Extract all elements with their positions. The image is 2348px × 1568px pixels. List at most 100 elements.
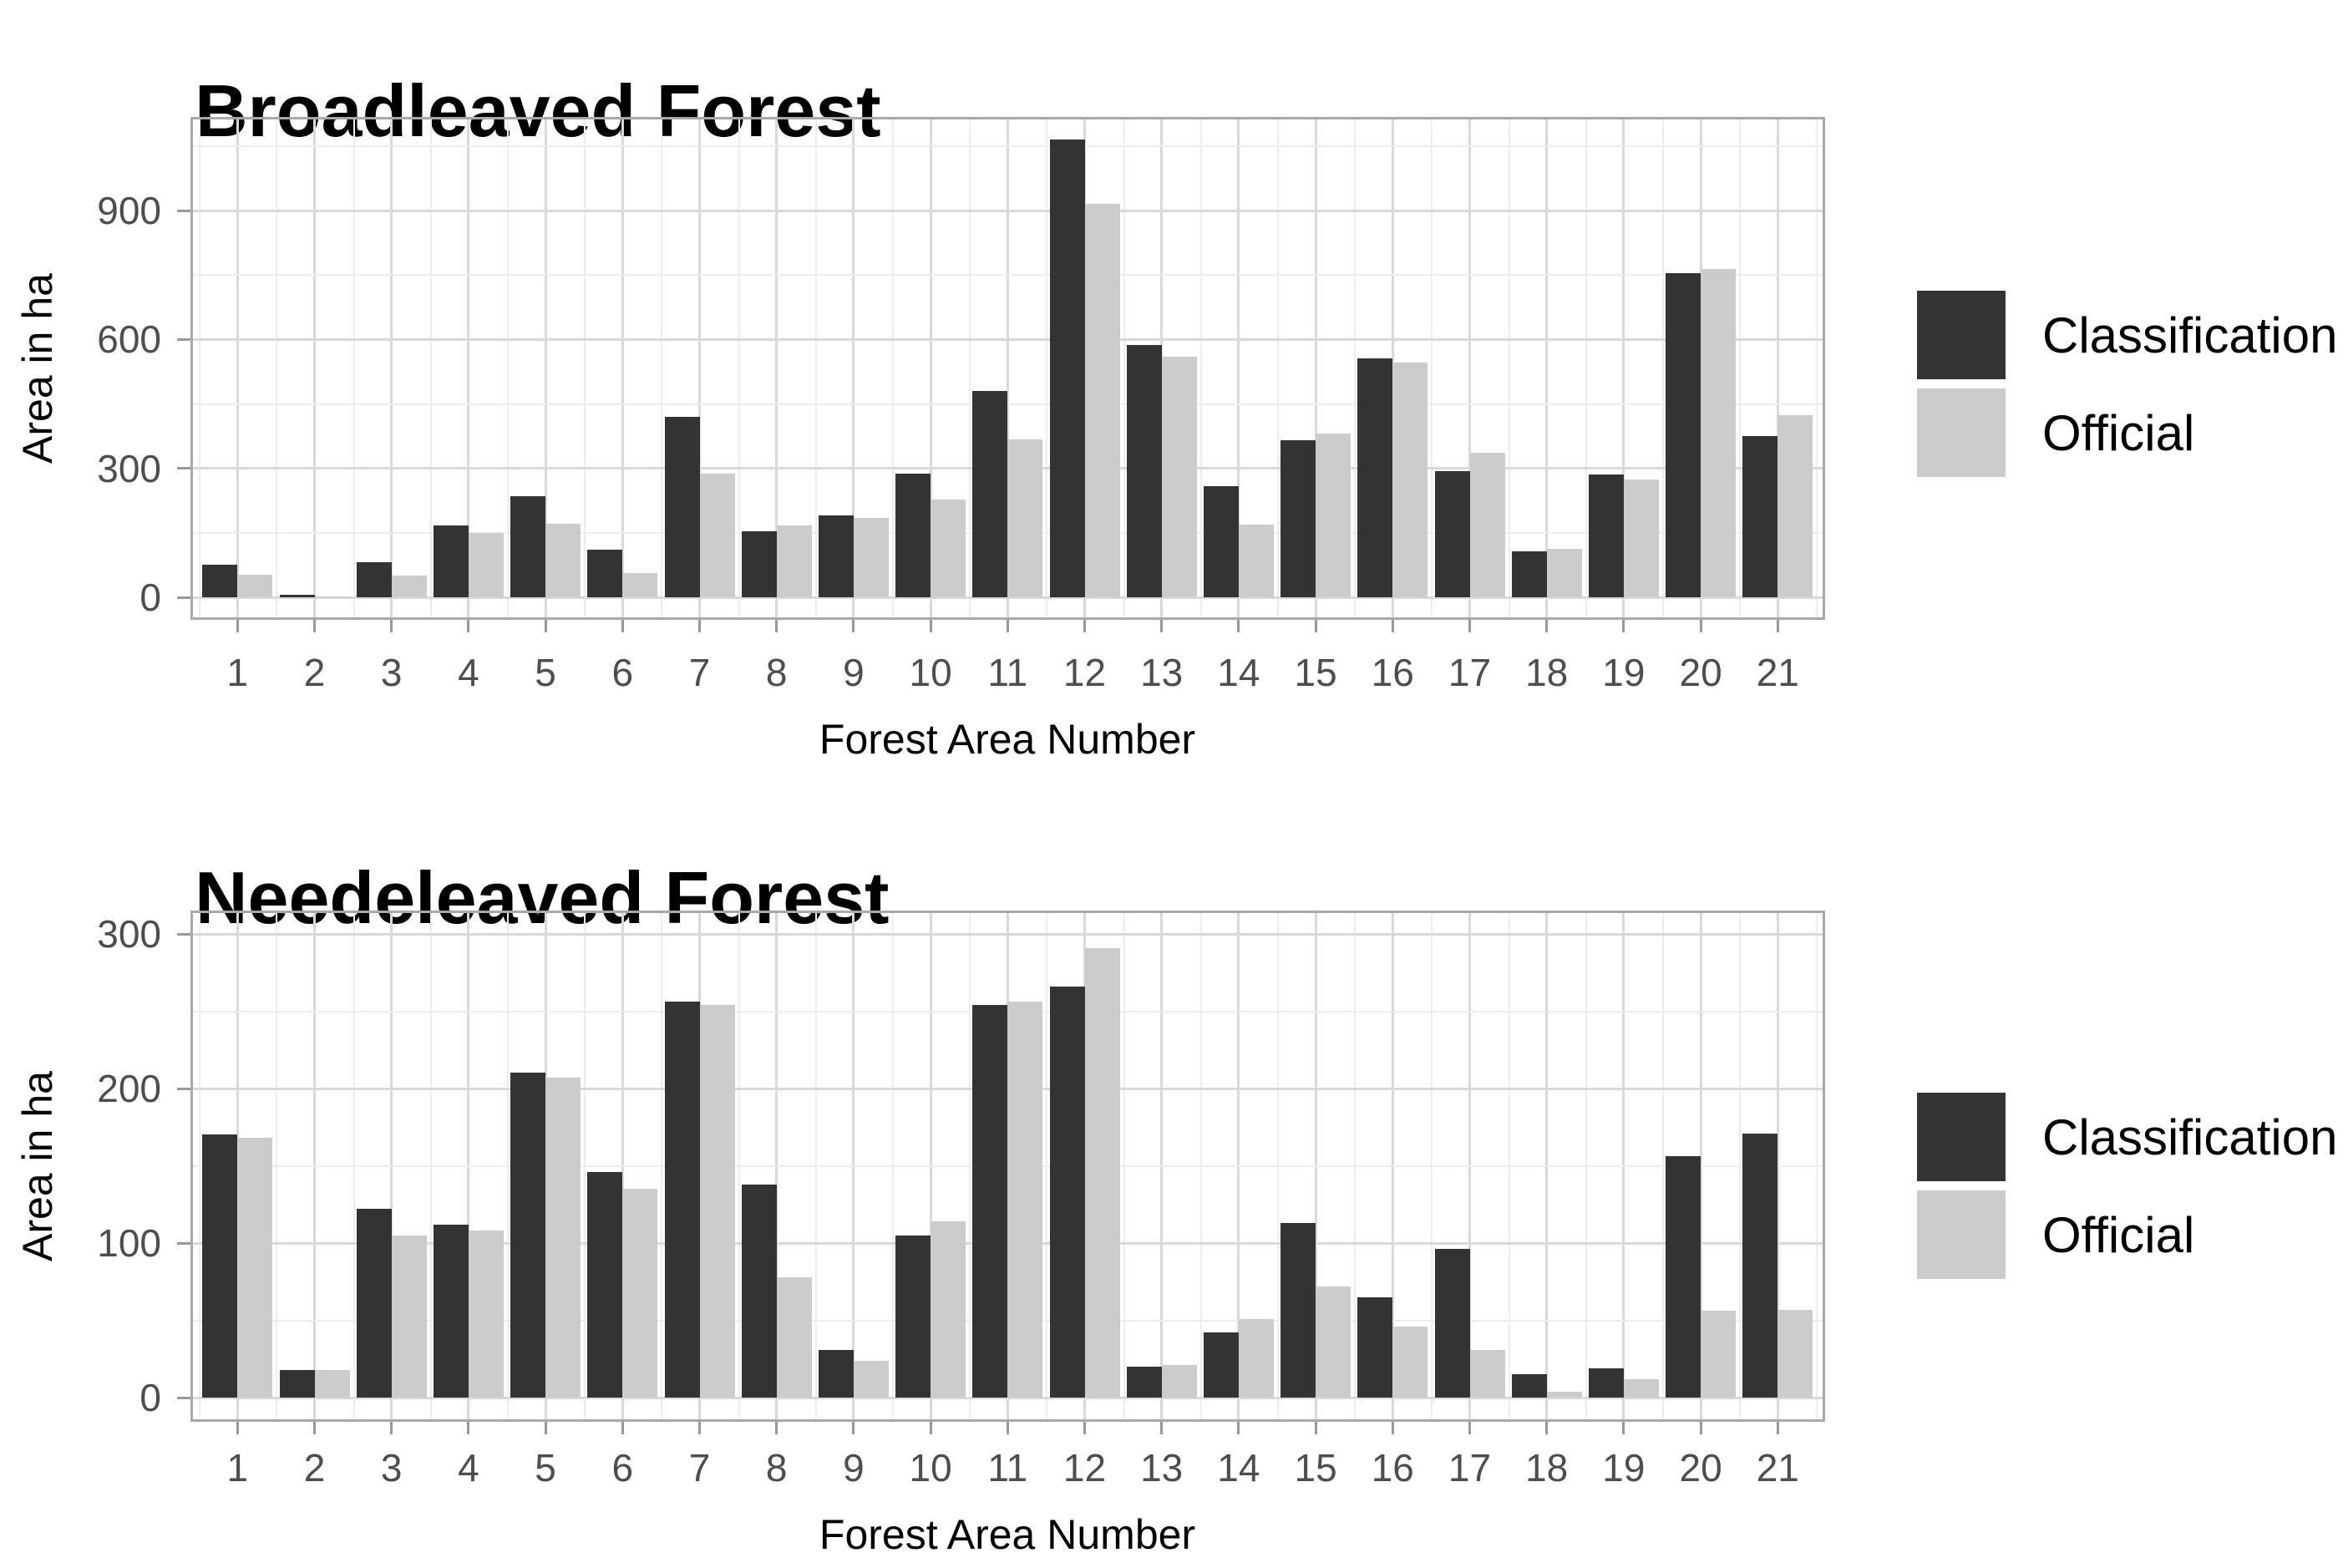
y-tick-mark xyxy=(177,1241,190,1245)
x-tick-label: 16 xyxy=(1371,651,1414,694)
bar-classification-2 xyxy=(279,1370,315,1398)
gridline-x-minor xyxy=(1585,117,1587,620)
y-tick-label: 0 xyxy=(139,576,161,619)
x-tick-mark xyxy=(1545,1422,1549,1434)
x-tick-mark xyxy=(1545,620,1549,632)
gridline-x-minor xyxy=(1816,117,1818,620)
bar-official-13 xyxy=(1161,357,1197,597)
legend-item-official: Official xyxy=(1917,388,2337,477)
x-tick-label: 6 xyxy=(611,1446,634,1489)
x-tick-label: 2 xyxy=(303,651,326,694)
x-tick-mark xyxy=(1006,620,1009,632)
x-tick-mark xyxy=(1776,1422,1779,1434)
x-tick-label: 12 xyxy=(1062,1446,1107,1489)
x-tick-label: 16 xyxy=(1371,1446,1414,1489)
chart-title-broadleaved: Broadleaved Forest xyxy=(195,69,881,153)
x-tick-mark xyxy=(852,620,855,632)
x-tick-label: 4 xyxy=(458,651,479,694)
x-tick-mark xyxy=(1776,620,1779,632)
x-tick-label: 18 xyxy=(1525,1446,1569,1489)
x-tick-label: 15 xyxy=(1294,1446,1337,1489)
gridline-x-major xyxy=(929,117,932,620)
bar-official-5 xyxy=(545,1078,581,1398)
bar-classification-11 xyxy=(972,1005,1008,1398)
bar-classification-8 xyxy=(741,531,777,597)
gridline-y-minor xyxy=(190,145,1825,147)
gridline-x-major xyxy=(1314,117,1317,620)
x-tick-mark xyxy=(467,620,470,632)
x-tick-label: 1 xyxy=(226,651,249,694)
x-axis-title-broadleaved: Forest Area Number xyxy=(819,716,1196,763)
x-tick-label: 3 xyxy=(380,651,403,694)
gridline-x-minor xyxy=(1199,117,1202,620)
bar-official-12 xyxy=(1084,948,1120,1398)
gridline-x-minor xyxy=(199,117,201,620)
gridline-x-major xyxy=(698,117,701,620)
gridline-x-minor xyxy=(1508,117,1510,620)
bar-official-1 xyxy=(237,575,273,597)
gridline-x-minor xyxy=(584,117,586,620)
legend-swatch-classification xyxy=(1917,1093,2006,1181)
x-tick-mark xyxy=(621,1422,624,1434)
legend-broadleaved: Classification Official xyxy=(1917,291,2337,477)
x-tick-mark xyxy=(313,1422,316,1434)
x-tick-mark xyxy=(390,620,393,632)
gridline-x-minor xyxy=(661,117,663,620)
x-tick-label: 5 xyxy=(535,1446,556,1489)
bar-classification-18 xyxy=(1511,551,1547,597)
x-tick-label: 11 xyxy=(987,1446,1028,1489)
x-tick-mark xyxy=(544,1422,547,1434)
bar-official-19 xyxy=(1623,480,1659,597)
x-tick-mark xyxy=(236,620,239,632)
bar-classification-13 xyxy=(1126,1367,1162,1398)
bar-classification-10 xyxy=(895,474,931,597)
x-tick-label: 21 xyxy=(1756,651,1799,694)
legend-swatch-classification xyxy=(1917,291,2006,379)
bar-classification-15 xyxy=(1280,1223,1316,1398)
gridline-x-major xyxy=(313,117,316,620)
x-tick-mark xyxy=(1622,1422,1625,1434)
gridline-x-minor xyxy=(814,117,817,620)
bar-official-3 xyxy=(391,1236,427,1398)
bar-official-11 xyxy=(1007,439,1043,597)
x-tick-mark xyxy=(698,1422,701,1434)
x-tick-label: 15 xyxy=(1294,651,1337,694)
x-tick-mark xyxy=(698,620,701,632)
bar-classification-14 xyxy=(1203,1332,1239,1398)
bar-official-15 xyxy=(1316,434,1351,597)
bar-official-7 xyxy=(699,1005,735,1398)
bar-classification-19 xyxy=(1588,1368,1624,1398)
x-tick-mark xyxy=(775,620,778,632)
bar-official-18 xyxy=(1546,549,1582,597)
bar-classification-15 xyxy=(1280,440,1316,597)
bar-classification-9 xyxy=(818,515,854,597)
bar-official-19 xyxy=(1623,1379,1659,1398)
y-tick-label: 600 xyxy=(97,317,161,362)
x-tick-label: 3 xyxy=(380,1446,403,1489)
bar-official-21 xyxy=(1777,1310,1813,1398)
gridline-x-minor xyxy=(1277,117,1279,620)
bar-classification-17 xyxy=(1434,1249,1470,1398)
bar-classification-14 xyxy=(1203,486,1239,597)
gridline-y-major xyxy=(190,596,1825,599)
x-tick-label: 12 xyxy=(1062,651,1107,694)
y-tick-mark xyxy=(177,337,190,341)
x-tick-mark xyxy=(1006,1422,1009,1434)
bar-classification-5 xyxy=(510,496,546,597)
x-tick-mark xyxy=(390,1422,393,1434)
x-tick-mark xyxy=(621,620,624,632)
bar-official-13 xyxy=(1161,1365,1197,1398)
x-tick-label: 21 xyxy=(1756,1446,1799,1489)
legend-label-classification: Classification xyxy=(2042,1109,2338,1165)
bar-classification-3 xyxy=(356,1209,392,1398)
chart-title-needeleaved: Needeleaved Forest xyxy=(195,856,890,940)
bar-official-15 xyxy=(1316,1286,1351,1398)
y-tick-label: 100 xyxy=(97,1221,161,1265)
bar-official-18 xyxy=(1546,1392,1582,1398)
bar-official-21 xyxy=(1777,415,1813,597)
y-tick-label: 300 xyxy=(97,446,161,490)
bar-official-5 xyxy=(545,524,581,597)
bar-official-16 xyxy=(1392,1327,1428,1398)
gridline-x-major xyxy=(775,117,778,620)
